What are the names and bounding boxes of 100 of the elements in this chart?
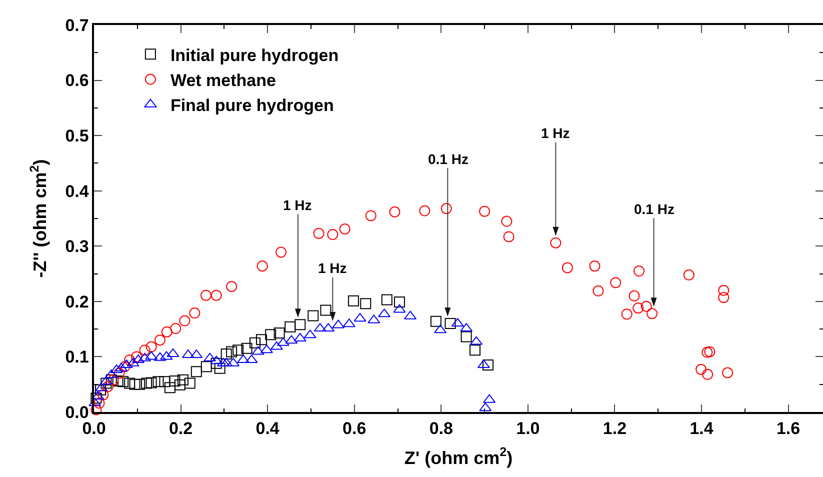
- point: [90, 404, 102, 416]
- x-tick-label: 0.0: [82, 419, 106, 438]
- point: [589, 260, 600, 272]
- point: [210, 358, 222, 369]
- point: [360, 298, 372, 310]
- annotation: 1 Hz: [318, 260, 347, 276]
- point: [348, 295, 359, 306]
- point: [389, 206, 400, 218]
- point: [327, 229, 338, 240]
- point: [313, 228, 324, 239]
- annotation: 0.1 Hz: [428, 151, 468, 167]
- point: [276, 246, 287, 258]
- point: [249, 337, 260, 348]
- point: [129, 378, 140, 390]
- point: [200, 361, 212, 372]
- point: [189, 308, 200, 319]
- point: [718, 284, 730, 296]
- point: [190, 366, 202, 378]
- x-tick-label: 0.2: [168, 419, 193, 438]
- point: [562, 262, 573, 274]
- point: [501, 216, 512, 227]
- point: [226, 281, 238, 292]
- point: [479, 206, 490, 217]
- point: [131, 351, 142, 362]
- point: [683, 269, 694, 280]
- point: [621, 308, 632, 320]
- point: [718, 292, 730, 304]
- point: [365, 210, 376, 222]
- point: [159, 376, 170, 388]
- point: [632, 302, 644, 314]
- point: [179, 315, 190, 326]
- point: [469, 344, 480, 356]
- point: [394, 296, 405, 308]
- point: [320, 304, 332, 316]
- point: [220, 348, 232, 360]
- point: [444, 318, 456, 330]
- point: [274, 327, 285, 338]
- point: [419, 205, 430, 216]
- point: [118, 376, 129, 388]
- point: [146, 341, 157, 352]
- point: [308, 310, 319, 322]
- point: [98, 389, 109, 400]
- point: [141, 378, 152, 389]
- point: [592, 285, 604, 296]
- point: [139, 344, 150, 356]
- point: [440, 203, 452, 214]
- x-tick-label: 0.6: [342, 419, 366, 438]
- y-tick-label: 0.1: [65, 348, 89, 367]
- annotation: 0.1 Hz: [634, 201, 674, 217]
- x-tick-label: 1.2: [602, 419, 627, 438]
- point: [226, 346, 238, 358]
- point: [102, 381, 114, 392]
- point: [702, 368, 714, 380]
- point: [200, 290, 212, 301]
- point: [503, 231, 514, 242]
- point: [256, 334, 267, 346]
- point: [164, 382, 176, 394]
- annotation: 1 Hz: [541, 125, 570, 141]
- point: [294, 319, 306, 330]
- point: [232, 344, 244, 356]
- x-tick-label: 0.4: [256, 419, 280, 438]
- point: [210, 290, 222, 301]
- point: [124, 378, 136, 389]
- point: [90, 392, 102, 404]
- point: [339, 224, 350, 234]
- x-tick-label: 1.4: [690, 419, 714, 438]
- legend-label: Wet methane: [170, 70, 276, 90]
- point: [94, 398, 105, 409]
- point: [124, 354, 136, 366]
- point: [134, 378, 146, 390]
- y-tick-label: 0.0: [65, 402, 89, 422]
- point: [610, 277, 622, 288]
- point: [241, 342, 252, 354]
- y-tick-label: 0.4: [65, 182, 90, 201]
- point: [256, 260, 268, 272]
- point: [119, 361, 130, 372]
- point: [482, 360, 494, 371]
- point: [112, 376, 124, 387]
- point: [634, 266, 645, 277]
- point: [628, 290, 640, 302]
- y-tick-label: 0.3: [65, 237, 89, 256]
- point: [184, 378, 196, 389]
- x-tick-label: 1.0: [516, 419, 540, 438]
- legend-label: Final pure hydrogen: [170, 96, 334, 115]
- point: [702, 346, 713, 358]
- point: [430, 316, 442, 327]
- point: [154, 334, 166, 346]
- annotation: 1 Hz: [283, 197, 312, 213]
- y-tick-label: 0.2: [65, 292, 89, 312]
- point: [550, 237, 562, 248]
- point: [170, 323, 182, 334]
- point: [722, 367, 734, 378]
- point: [174, 379, 186, 390]
- point: [640, 300, 652, 312]
- x-axis-title: Z' (ohm cm$^{2}$): [404, 445, 513, 468]
- point: [460, 331, 472, 342]
- point: [114, 368, 125, 379]
- point: [696, 364, 707, 375]
- point: [381, 294, 392, 306]
- point: [95, 384, 106, 396]
